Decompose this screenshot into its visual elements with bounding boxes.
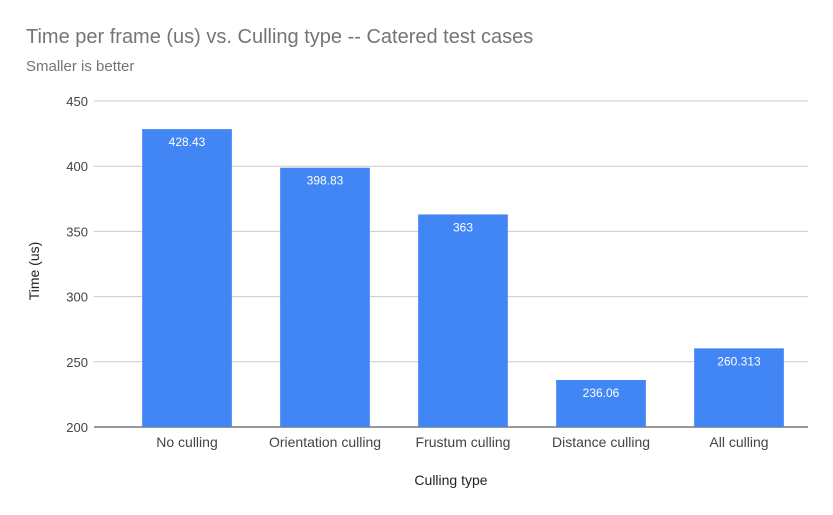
y-axis-ticks: 200 250 300 350 400 450 xyxy=(66,94,88,435)
y-tick-label: 400 xyxy=(66,159,88,174)
y-tick-label: 300 xyxy=(66,290,88,305)
bar xyxy=(142,129,232,428)
bar xyxy=(694,348,784,427)
bar xyxy=(418,214,508,427)
y-tick-label: 350 xyxy=(66,224,88,239)
data-label: 236.06 xyxy=(583,386,620,400)
data-labels: 428.43 398.83 363 236.06 260.313 xyxy=(169,135,761,400)
chart-title: Time per frame (us) vs. Culling type -- … xyxy=(26,26,534,48)
x-axis-title: Culling type xyxy=(414,472,487,488)
data-label: 428.43 xyxy=(169,135,206,149)
y-tick-label: 200 xyxy=(66,420,88,435)
data-label: 398.83 xyxy=(307,174,344,188)
bar xyxy=(556,379,646,427)
x-tick-label: Orientation culling xyxy=(269,434,381,450)
x-tick-label: Distance culling xyxy=(552,434,650,450)
bars xyxy=(142,129,784,428)
x-tick-label: All culling xyxy=(709,434,768,450)
bar xyxy=(280,167,370,427)
data-label: 260.313 xyxy=(717,354,761,368)
x-tick-label: Frustum culling xyxy=(416,434,511,450)
x-tick-label: No culling xyxy=(156,434,217,450)
data-label: 363 xyxy=(453,220,473,234)
x-axis-ticks: No culling Orientation culling Frustum cul… xyxy=(156,434,768,450)
y-axis-title: Time (us) xyxy=(26,242,42,301)
chart-subtitle: Smaller is better xyxy=(26,58,135,75)
y-tick-label: 450 xyxy=(66,94,88,109)
y-tick-label: 250 xyxy=(66,355,88,370)
